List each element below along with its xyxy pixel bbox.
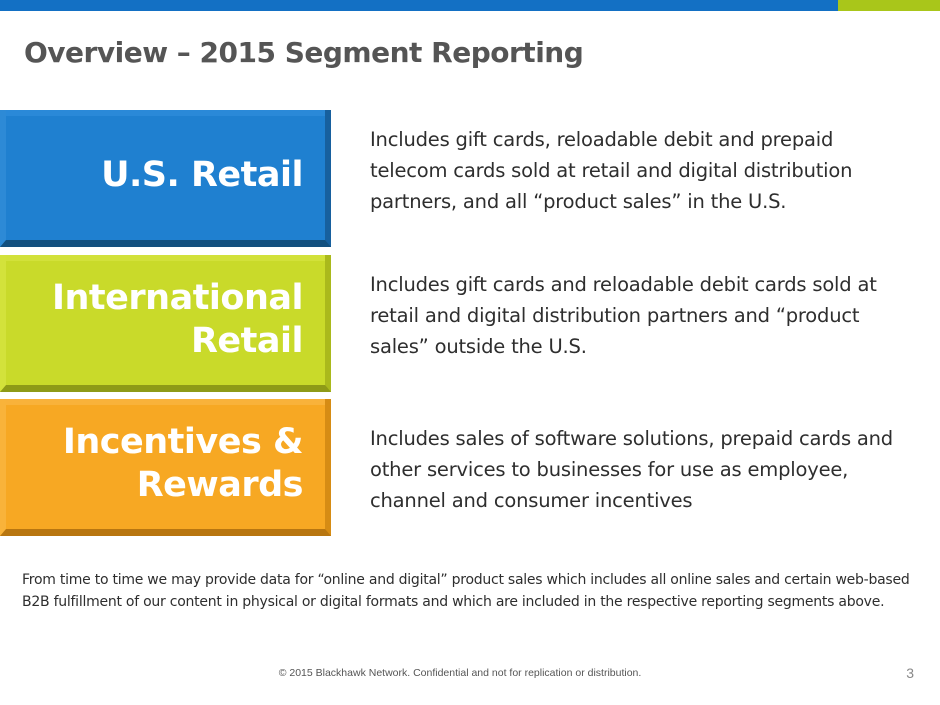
segment-label-line: U.S. Retail <box>101 154 303 195</box>
segment-description-us-retail: Includes gift cards, reloadable debit an… <box>370 128 853 213</box>
top-accent-bar-blue <box>0 0 838 11</box>
segment-label-line: Retail <box>190 321 304 361</box>
page-number: 3 <box>906 665 914 681</box>
footnote-online-digital: From time to time we may provide data fo… <box>22 572 910 610</box>
copyright-footer: © 2015 Blackhawk Network. Confidential a… <box>278 667 642 679</box>
segment-box-incentives-rewards: Incentives & Rewards <box>0 399 331 536</box>
segment-label-us-retail: U.S. Retail <box>101 154 303 197</box>
segment-label-line: International <box>51 278 304 318</box>
segment-box-international-retail: International Retail <box>0 255 331 392</box>
top-accent-bar-green <box>838 0 940 11</box>
segment-label-line: Incentives & <box>62 422 304 462</box>
segment-label-international-retail: International Retail <box>51 277 304 363</box>
segment-label-incentives-rewards: Incentives & Rewards <box>62 421 304 507</box>
page-title: Overview – 2015 Segment Reporting <box>24 36 584 69</box>
segment-description-incentives-rewards: Includes sales of software solutions, pr… <box>370 427 893 512</box>
segment-box-us-retail: U.S. Retail <box>0 110 331 247</box>
segment-description-international-retail: Includes gift cards and reloadable debit… <box>370 273 877 358</box>
segment-label-line: Rewards <box>136 465 304 505</box>
top-accent-bar <box>0 0 940 11</box>
